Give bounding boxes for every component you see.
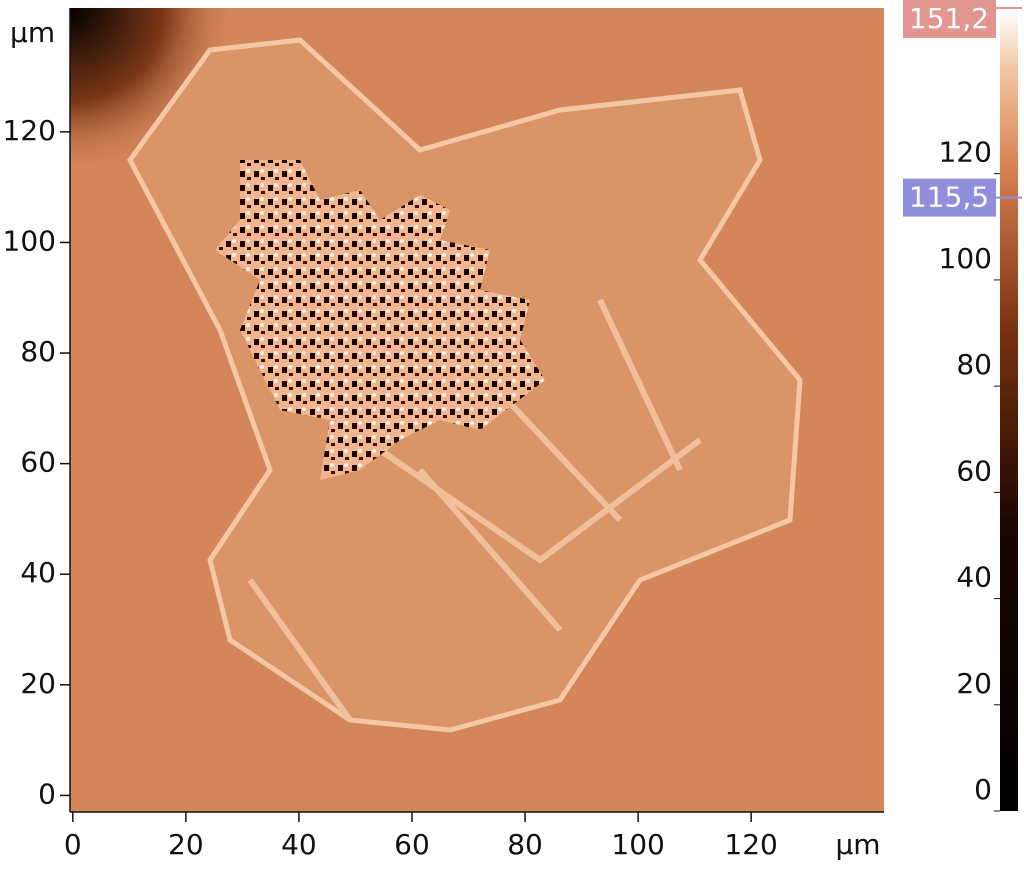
x-tick-label: 120 — [724, 828, 777, 861]
flake-folds — [247, 298, 702, 722]
y-tick-label: 20 — [20, 667, 56, 700]
afm-image — [70, 8, 884, 812]
colorbar-tick-label: 20 — [956, 667, 992, 700]
x-tick-label: 20 — [168, 828, 204, 861]
colorbar-tick-label: 0 — [974, 773, 992, 806]
x-tick-label: 40 — [281, 828, 317, 861]
colorbar-tick-label: 40 — [956, 561, 992, 594]
damaged-region — [215, 160, 545, 480]
x-unit: µm — [835, 828, 880, 861]
y-tick-label: 40 — [20, 556, 56, 589]
y-tick-label: 120 — [3, 114, 56, 147]
colorbar-tick-label: 100 — [939, 242, 992, 275]
colorbar-marker-label: 115,5 — [909, 181, 989, 214]
x-tick-label: 80 — [507, 828, 543, 861]
y-tick-label: 60 — [20, 446, 56, 479]
x-tick-label: 100 — [611, 828, 664, 861]
colorbar-marker-box — [903, 0, 996, 38]
x-tick-label: 60 — [394, 828, 430, 861]
y-unit: µm — [10, 16, 55, 49]
colorbar-tick-label: 120 — [939, 136, 992, 169]
colorbar-marker-label: 151,2 — [909, 2, 989, 35]
colorbar-tick-label: 60 — [956, 454, 992, 487]
colorbar-tick-label: 80 — [956, 348, 992, 381]
colorbar-marker-box — [903, 178, 996, 217]
colorbar — [1000, 8, 1018, 811]
y-tick-label: 0 — [38, 777, 56, 810]
x-tick-label: 0 — [64, 828, 82, 861]
y-tick-label: 80 — [20, 335, 56, 368]
y-tick-label: 100 — [3, 224, 56, 257]
